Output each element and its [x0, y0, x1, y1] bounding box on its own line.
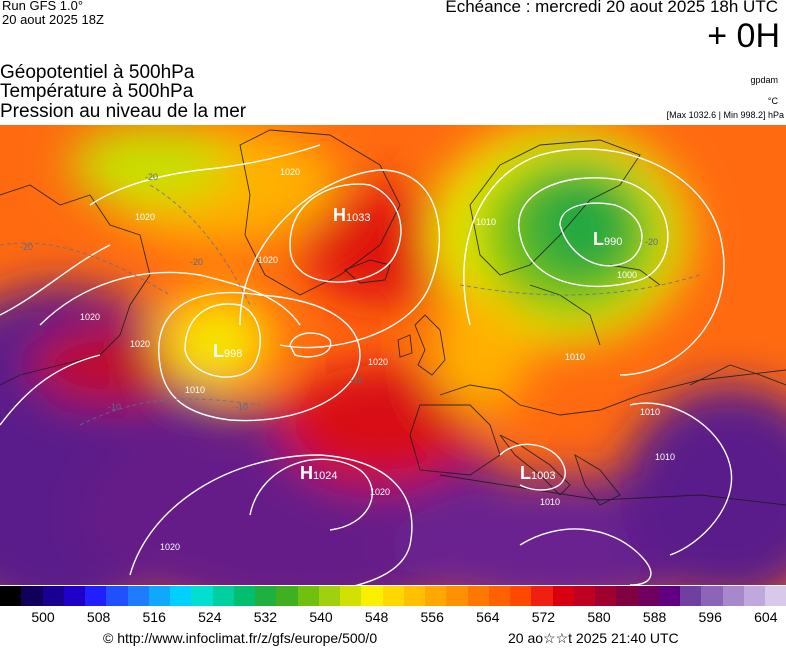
temperature-label: -10: [108, 402, 121, 412]
color-scale-swatch: [658, 586, 680, 606]
title-pressure: Pression au niveau de la mer: [0, 101, 247, 122]
color-scale-tick-label: 516: [142, 609, 166, 625]
color-scale-tick-label: 564: [476, 609, 500, 625]
isobar-label: 1020: [135, 212, 155, 222]
isobar-label: 1020: [280, 167, 300, 177]
color-scale-swatch: [170, 586, 192, 606]
color-scale-swatch: [191, 586, 213, 606]
isobar-label: 1010: [640, 407, 660, 417]
unit-temperature: °C: [767, 96, 778, 106]
pressure-center-low: L998: [213, 341, 242, 361]
color-scale-tick-label: 580: [587, 609, 611, 625]
run-date: 20 aout 2025 18Z: [2, 12, 104, 27]
color-scale-tick-label: 572: [531, 609, 556, 625]
color-scale-swatch: [276, 586, 298, 606]
lead-time: + 0H: [707, 17, 780, 55]
color-scale-swatch: [722, 586, 744, 606]
isobar-label: 1010: [540, 497, 560, 507]
forecast-valid-time: Echéance : mercredi 20 aout 2025 18h UTC: [445, 0, 778, 16]
temperature-label: -10: [350, 375, 363, 385]
isobar-label: 1010: [565, 352, 585, 362]
color-scale-swatch: [148, 586, 170, 606]
color-scale-swatch: [573, 586, 595, 606]
color-scale-swatch: [403, 586, 425, 606]
color-scale-tick-label: 604: [754, 609, 778, 625]
color-scale-swatch: [361, 586, 383, 606]
isobar-label: 1020: [160, 542, 180, 552]
pressure-center-high: H1033: [333, 205, 370, 225]
color-scale-tick-label: 540: [309, 609, 333, 625]
temperature-label: -20: [20, 242, 33, 252]
color-scale-swatch: [233, 586, 255, 606]
isobar-label: 1010: [185, 385, 205, 395]
color-scale-swatch: [255, 586, 277, 606]
color-scale-swatch: [21, 586, 43, 606]
color-scale-swatch: [318, 586, 340, 606]
title-geopotential: Géopotentiel à 500hPa: [0, 62, 195, 83]
color-scale-swatch: [637, 586, 659, 606]
isobar-label: 1020: [258, 255, 278, 265]
color-scale-swatch: [425, 586, 447, 606]
color-scale-swatch: [85, 586, 107, 606]
pressure-center-low: L990: [593, 229, 622, 249]
color-scale-swatch: [446, 586, 468, 606]
color-scale-swatch: [340, 586, 362, 606]
color-scale-swatch: [127, 586, 149, 606]
color-scale-swatch: [0, 586, 22, 606]
footer-generated-date: 20 ao☆☆t 2025 21:40 UTC: [508, 630, 679, 646]
isobar-label: 1020: [368, 357, 388, 367]
color-scale-tick-label: 588: [642, 609, 667, 625]
color-scale-tick-label: 524: [198, 609, 222, 625]
color-scale-tick-label: 556: [420, 609, 444, 625]
color-scale-swatch: [765, 586, 786, 606]
temperature-label: -20: [190, 257, 203, 267]
run-label: Run GFS 1.0°: [2, 0, 84, 13]
title-temperature: Température à 500hPa: [0, 81, 194, 102]
color-scale-tick-label: 508: [86, 609, 111, 625]
color-scale-swatch: [552, 586, 574, 606]
color-scale-swatch: [531, 586, 553, 606]
color-scale-tick-label: 548: [364, 609, 389, 625]
color-scale-swatch: [510, 586, 532, 606]
color-scale-swatch: [467, 586, 489, 606]
color-scale-swatch: [701, 586, 723, 606]
temperature-label: -20: [145, 172, 158, 182]
isobar-label: 1020: [80, 312, 100, 322]
isobar-label: 1020: [370, 487, 390, 497]
weather-map: H1033 L990 L998 H1024 L1003 1020 1020 10…: [0, 125, 786, 585]
pressure-center-low: L1003: [520, 463, 555, 483]
color-scale-swatch: [63, 586, 85, 606]
color-scale-swatch: [616, 586, 638, 606]
color-scale-swatch: [42, 586, 64, 606]
temperature-label: -20: [645, 237, 658, 247]
color-scale-swatch: [743, 586, 765, 606]
isobar-label: 1010: [476, 217, 496, 227]
color-scale-swatch: [680, 586, 702, 606]
temperature-label: -10: [235, 402, 248, 412]
color-scale-tick-label: 532: [253, 609, 278, 625]
color-scale-swatch: [382, 586, 404, 606]
isobar-label: 1020: [130, 339, 150, 349]
isobar-label: 1010: [655, 452, 675, 462]
color-scale-tick-label: 596: [698, 609, 722, 625]
color-scale-bar: [0, 586, 786, 606]
pressure-max-min: [Max 1032.6 | Min 998.2] hPa: [666, 110, 784, 120]
footer-source-url: © http://www.infoclimat.fr/z/gfs/europe/…: [103, 630, 378, 646]
isobar-label: 1000: [617, 270, 637, 280]
color-scale-swatch: [212, 586, 234, 606]
color-scale-tick-label: 500: [31, 609, 55, 625]
color-scale-swatch: [297, 586, 319, 606]
color-scale-ticks: 500 508 516 524 532 540 548 556 564 572 580 588 596 6…: [0, 609, 786, 627]
color-scale-swatch: [488, 586, 510, 606]
unit-geopotential: gpdam: [750, 75, 778, 85]
color-scale-swatch: [595, 586, 617, 606]
pressure-center-high: H1024: [300, 463, 337, 483]
color-scale-swatch: [106, 586, 128, 606]
